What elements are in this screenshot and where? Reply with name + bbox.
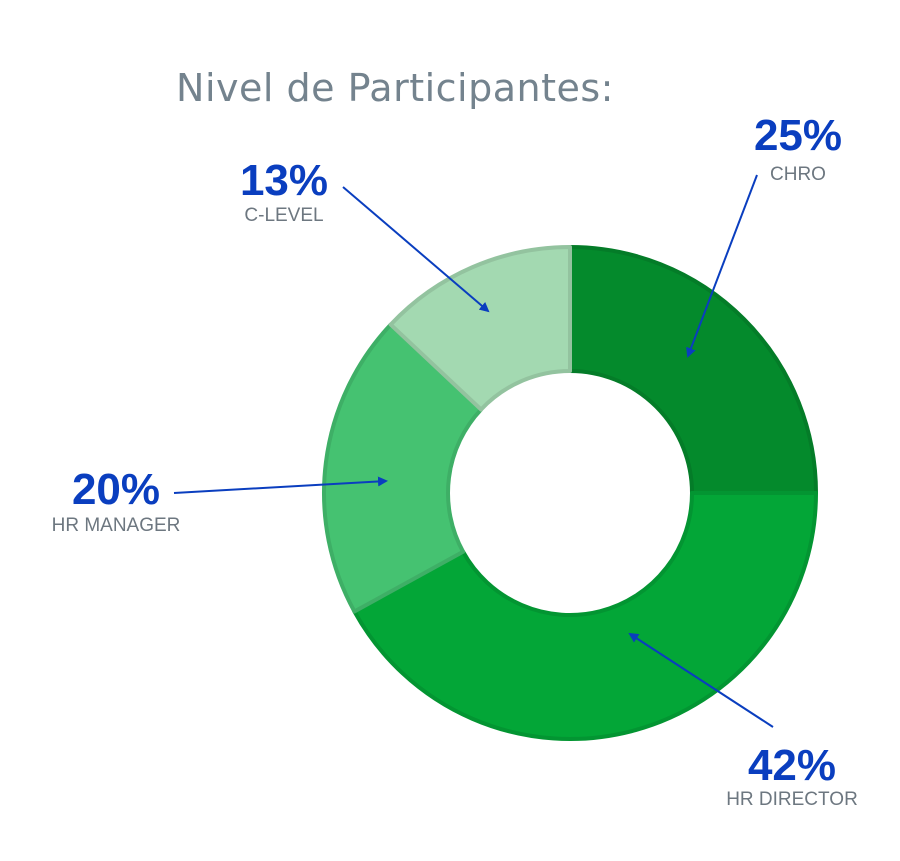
arrow-c-level [342, 186, 490, 313]
category-label-hr-director: HR DIRECTOR [726, 789, 858, 810]
category-label-c-level: C-LEVEL [244, 205, 323, 226]
arrow-chro [686, 174, 758, 358]
slice-hr-director [352, 491, 818, 741]
donut-slices [322, 245, 818, 741]
value-label-chro: 25% [754, 111, 842, 160]
callout-arrows [173, 174, 774, 728]
category-label-hr-manager: HR MANAGER [52, 515, 181, 536]
slice-chro [568, 245, 818, 495]
slice-hr-manager [322, 322, 484, 614]
value-label-hr-director: 42% [748, 741, 836, 790]
arrow-hr-director [628, 632, 774, 728]
chart-title: Nivel de Participantes: [176, 66, 614, 110]
value-label-hr-manager: 20% [72, 465, 160, 514]
value-label-c-level: 13% [240, 156, 328, 205]
category-label-chro: CHRO [770, 164, 826, 185]
slice-c-level [388, 245, 572, 412]
callout-labels: 25% CHRO 42%HR DIRECTOR 20%HR MANAGER 13%C-L… [52, 111, 858, 810]
arrow-hr-manager [173, 476, 388, 494]
